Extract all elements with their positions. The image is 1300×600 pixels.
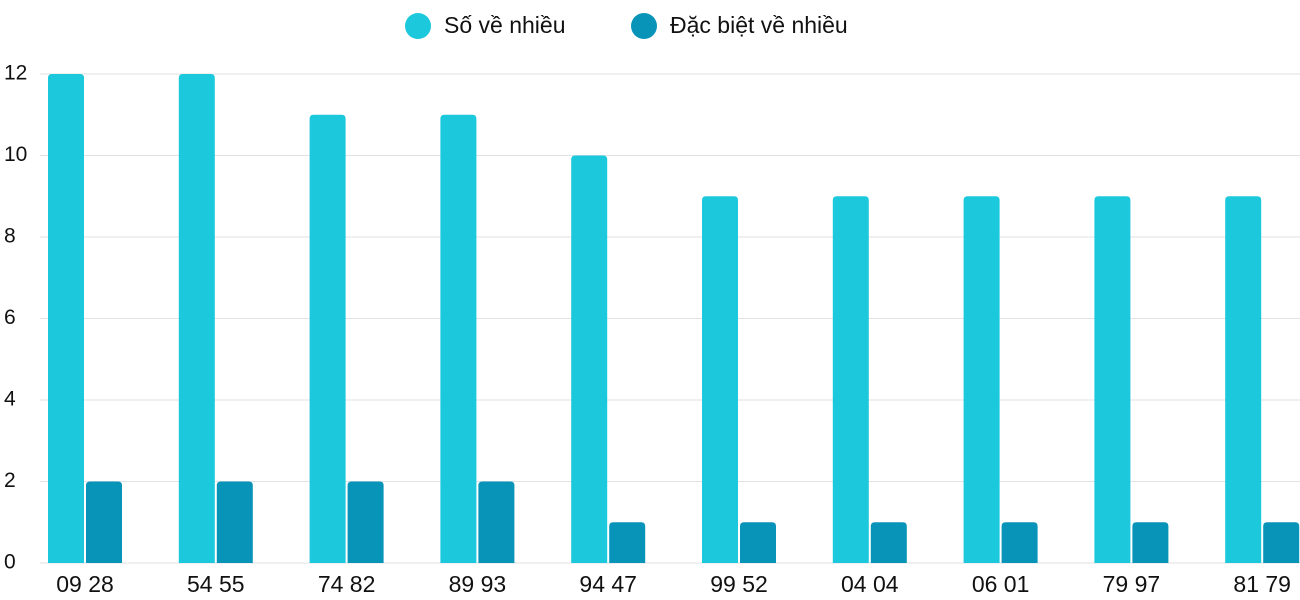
- bar: [440, 114, 477, 563]
- bar: [216, 481, 253, 563]
- y-tick-label: 6: [4, 306, 16, 329]
- bar: [1225, 196, 1262, 563]
- legend-label: Đặc biệt về nhiều: [670, 12, 848, 38]
- y-tick-label: 0: [4, 551, 16, 574]
- x-tick-label: 04 04: [841, 571, 899, 597]
- bar: [48, 74, 84, 563]
- x-tick-label: 94 47: [579, 571, 637, 597]
- y-tick-label: 2: [4, 469, 16, 492]
- x-tick-label: 74 82: [318, 571, 376, 597]
- bar: [963, 196, 1000, 563]
- bar: [1094, 196, 1131, 563]
- bar: [702, 196, 738, 563]
- bar: [309, 114, 346, 563]
- bar: [178, 74, 215, 563]
- x-tick-label: 06 01: [972, 571, 1030, 597]
- y-tick-label: 12: [4, 62, 27, 85]
- bar: [347, 481, 384, 563]
- bar: [1132, 522, 1169, 563]
- bar: [86, 481, 122, 563]
- x-tick-label: 81 79: [1233, 571, 1291, 597]
- legend-swatch: [631, 13, 657, 39]
- x-tick-label: 79 97: [1103, 571, 1161, 597]
- y-tick-label: 8: [4, 225, 16, 248]
- bar: [1001, 522, 1038, 563]
- legend-swatch: [405, 13, 431, 39]
- bar: [832, 196, 869, 563]
- legend-label: Số về nhiều: [444, 12, 565, 38]
- bar: [1263, 522, 1300, 563]
- bar: [571, 155, 608, 563]
- y-tick-label: 4: [4, 388, 16, 411]
- x-tick-label: 99 52: [710, 571, 768, 597]
- bar: [740, 522, 776, 563]
- bar: [870, 522, 907, 563]
- x-tick-label: 89 93: [449, 571, 507, 597]
- bar: [478, 481, 515, 563]
- y-tick-label: 10: [4, 143, 27, 166]
- x-tick-label: 09 28: [56, 571, 114, 597]
- bar: [609, 522, 646, 563]
- x-tick-label: 54 55: [187, 571, 245, 597]
